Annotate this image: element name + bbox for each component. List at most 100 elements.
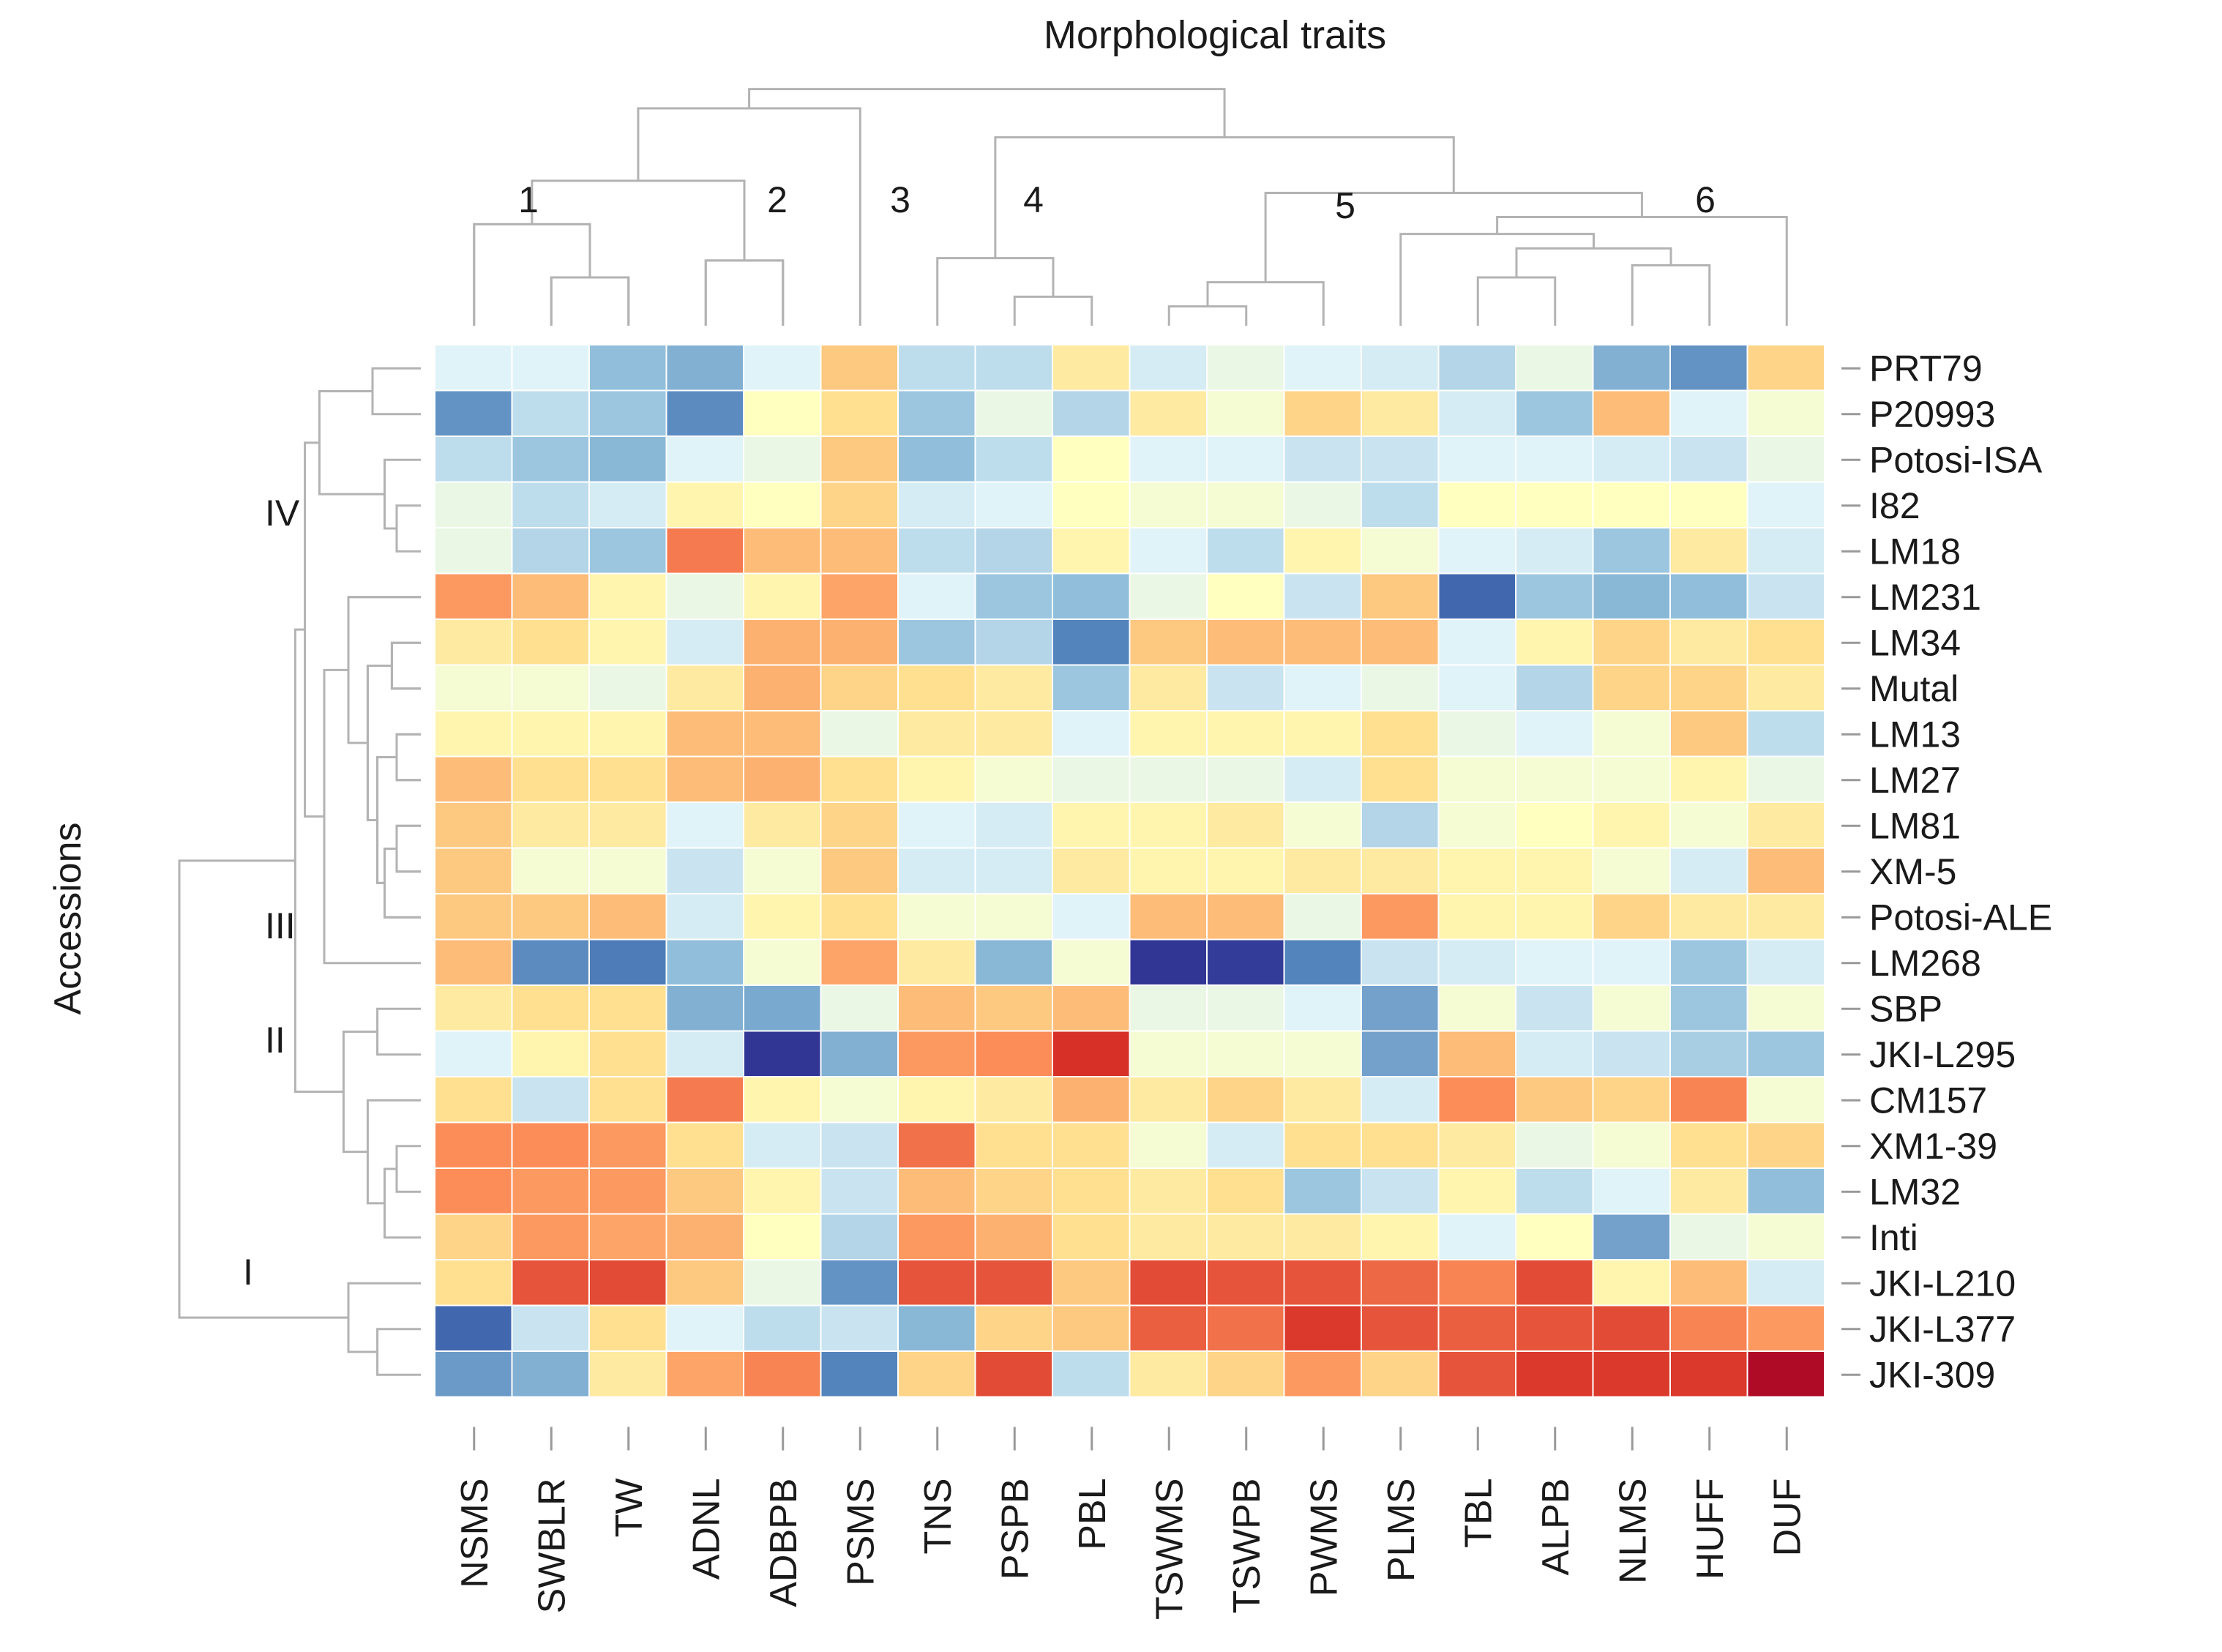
heatmap-cell [976,437,1052,482]
heatmap-cell [667,666,744,711]
heatmap-cell [1516,849,1593,894]
heatmap-cell [1131,711,1207,756]
heatmap-cell [1671,941,1747,985]
heatmap-cell [976,1169,1052,1214]
heatmap-cell [1285,1077,1361,1122]
heatmap-cell [590,849,666,894]
heatmap-cell [590,345,666,390]
heatmap-cell [513,849,589,894]
heatmap-cell [1671,345,1747,390]
dendrogram-branch [706,261,783,326]
heatmap-cell [1748,666,1825,711]
heatmap-cell [590,1169,666,1214]
heatmap-cell [1516,1124,1593,1168]
heatmap-cell [435,1260,512,1305]
heatmap-cell [1594,1352,1670,1397]
dendrogram-branch [324,670,421,963]
heatmap-cell [976,1307,1052,1351]
heatmap-cell [1748,1032,1825,1077]
heatmap-cell [1516,1169,1593,1214]
heatmap-cell [1440,711,1516,756]
heatmap-cell [1440,1169,1516,1214]
heatmap-cell [822,575,898,619]
heatmap-cell [976,986,1052,1031]
heatmap-cell [1131,1032,1207,1077]
heatmap-cell [976,1352,1052,1397]
dendrogram-branch [385,849,422,918]
heatmap-cell [822,345,898,390]
heatmap-cell [435,1215,512,1260]
heatmap-cell [1440,392,1516,436]
heatmap-cell [1671,483,1747,528]
heatmap-cell [1285,941,1361,985]
heatmap-cell [744,437,820,482]
heatmap-cell [1208,941,1284,985]
heatmap-cell [1208,528,1284,573]
heatmap-cell [435,894,512,939]
dendrogram-branch [392,643,421,689]
heatmap-cell [435,345,512,390]
row-cluster-label: IV [265,493,300,534]
heatmap-cell [1053,1032,1129,1077]
heatmap-cell [667,392,744,436]
heatmap-cell [1053,1260,1129,1305]
dendrogram-branch [343,1032,377,1152]
heatmap-cell [513,437,589,482]
heatmap-cell [1131,803,1207,848]
heatmap-cell [1440,620,1516,665]
heatmap-cell [744,666,820,711]
heatmap-cell [590,711,666,756]
heatmap-chart: Morphological traits Accessions PRT79 P20… [0,0,2222,1648]
heatmap-cell [1516,528,1593,573]
column-label: PLMS [1380,1479,1423,1582]
heatmap-cell [1440,758,1516,802]
heatmap-cell [1516,1077,1593,1122]
dendrogram-branch [385,460,422,528]
heatmap-cell [899,1307,975,1351]
column-cluster-label: 3 [890,179,910,220]
heatmap-cell [744,941,820,985]
dendrogram-branch [474,224,590,326]
heatmap-cell [1671,1124,1747,1168]
column-label: PSMS [839,1479,882,1586]
heatmap-cell [1594,1032,1670,1077]
heatmap-cell [667,575,744,619]
heatmap-cell [1440,1307,1516,1351]
heatmap-cell [822,711,898,756]
heatmap-cell [1671,711,1747,756]
heatmap-cell [590,1077,666,1122]
heatmap-cell [1362,1032,1438,1077]
heatmap-cell [822,1032,898,1077]
heatmap-cell [590,620,666,665]
heatmap-cell [513,1352,589,1397]
heatmap-cell [1594,758,1670,802]
heatmap-cell [1362,1307,1438,1351]
heatmap-cell [667,941,744,985]
heatmap-cell [667,620,744,665]
heatmap-cell [744,758,820,802]
dendrogram-branch [378,1329,421,1375]
heatmap-cell [1285,1215,1361,1260]
dendrogram-branch [295,629,343,1091]
heatmap-cell [899,575,975,619]
heatmap-cell [1131,437,1207,482]
dendrogram-branch [706,261,783,326]
heatmap-cell [1671,803,1747,848]
heatmap-cell [590,894,666,939]
heatmap-cell [1362,528,1438,573]
heatmap-cell [590,575,666,619]
column-cluster-label: 5 [1335,185,1355,226]
heatmap-cell [822,941,898,985]
heatmap-cell [1671,986,1747,1031]
heatmap-cell [1131,392,1207,436]
heatmap-cell [1671,1352,1747,1397]
heatmap-cell [1131,758,1207,802]
heatmap-cell [1362,392,1438,436]
heatmap-cell [667,711,744,756]
heatmap-cell [1516,1215,1593,1260]
dendrogram-branch [179,861,348,1318]
heatmap-cell [667,894,744,939]
dendrogram-branch [397,506,421,552]
heatmap-cell [744,483,820,528]
heatmap-cell [1362,803,1438,848]
